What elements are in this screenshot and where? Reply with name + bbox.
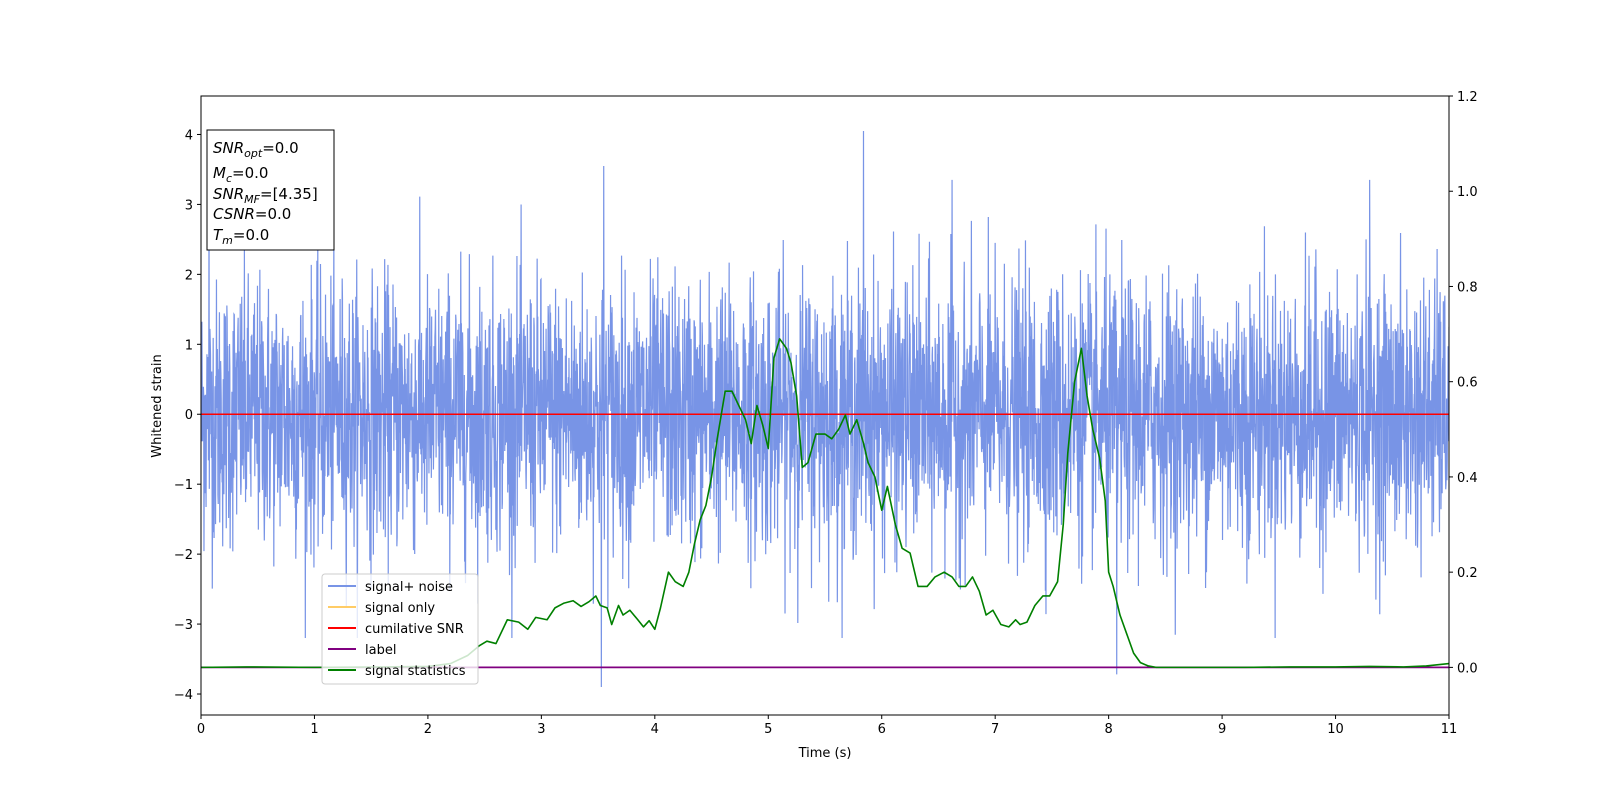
y2-tick-label: 0.6 [1457, 376, 1478, 391]
info-box-frame [206, 129, 335, 251]
y-tick-label: −1 [174, 478, 193, 493]
info-value: =0.0 [262, 139, 298, 157]
info-line: CSNR=0.0 [213, 205, 291, 223]
legend-label: cumilative SNR [365, 622, 464, 637]
plot-frame [200, 95, 1450, 716]
y-tick-label: −4 [174, 688, 193, 703]
axis-layer: 0 1 2 3 4 5 6 7 8 9 10 11 −4 −3 −2 −1 0 1 2 3 4 0.0 0.2 0.4 0.6 0… [174, 90, 1478, 737]
info-subscript: m [222, 234, 233, 247]
info-line: Tm=0.0 [213, 226, 269, 247]
series-signal-noise [201, 130, 1449, 688]
legend-label: label [365, 643, 396, 658]
info-name: M [213, 164, 226, 182]
info-line: SNRMF=[4.35] [213, 185, 318, 206]
x-tick-label: 2 [424, 722, 432, 737]
y-tick-label: 4 [185, 128, 193, 143]
x-tick-label: 1 [310, 722, 318, 737]
x-axis-label: Time (s) [798, 746, 852, 761]
info-value: =0.0 [232, 164, 268, 182]
x-tick-label: 7 [991, 722, 999, 737]
legend: signal+ noise signal only cumilative SNR la… [321, 573, 479, 685]
x-tick-label: 11 [1441, 722, 1458, 737]
x-tick-label: 5 [764, 722, 772, 737]
y-tick-label: 0 [185, 408, 193, 423]
legend-label: signal only [365, 601, 435, 616]
legend-label: signal statistics [365, 664, 466, 679]
y2-tick-label: 0.0 [1457, 661, 1478, 676]
y2-tick-label: 0.8 [1457, 280, 1478, 295]
info-subscript: MF [244, 193, 260, 206]
info-line: SNRopt=0.0 [213, 139, 299, 160]
series-signal-statistics [201, 338, 1449, 669]
y-axis-label: Whitened strain [150, 354, 165, 457]
info-subscript: opt [244, 147, 263, 160]
info-box: SNRopt=0.0Mc=0.0SNRMF=[4.35]CSNR=0.0Tm=0… [206, 129, 335, 251]
x-tick-label: 9 [1218, 722, 1226, 737]
info-subscript: c [226, 172, 232, 185]
x-tick-label: 3 [537, 722, 545, 737]
legend-label: signal+ noise [365, 580, 453, 595]
y-tick-label: 2 [185, 268, 193, 283]
y2-tick-label: 0.2 [1457, 566, 1478, 581]
y-tick-label: −3 [174, 618, 193, 633]
x-tick-label: 8 [1104, 722, 1112, 737]
x-tick-label: 4 [651, 722, 659, 737]
info-line: Mc=0.0 [213, 164, 268, 185]
y-tick-label: −2 [174, 548, 193, 563]
info-name: SNR [213, 139, 244, 157]
info-name: SNR [213, 185, 244, 203]
info-value: =[4.35] [260, 185, 318, 203]
info-value: =0.0 [233, 226, 269, 244]
x-tick-label: 0 [197, 722, 205, 737]
y2-tick-label: 1.0 [1457, 185, 1478, 200]
legend-frame [321, 573, 479, 685]
y-tick-label: 1 [185, 338, 193, 353]
info-value: =0.0 [255, 205, 291, 223]
y-tick-label: 3 [185, 198, 193, 213]
y2-tick-label: 0.4 [1457, 471, 1478, 486]
x-tick-label: 10 [1327, 722, 1344, 737]
info-name: T [213, 226, 224, 244]
y2-tick-label: 1.2 [1457, 90, 1478, 105]
x-tick-label: 6 [878, 722, 886, 737]
info-name: CSNR [213, 205, 255, 223]
